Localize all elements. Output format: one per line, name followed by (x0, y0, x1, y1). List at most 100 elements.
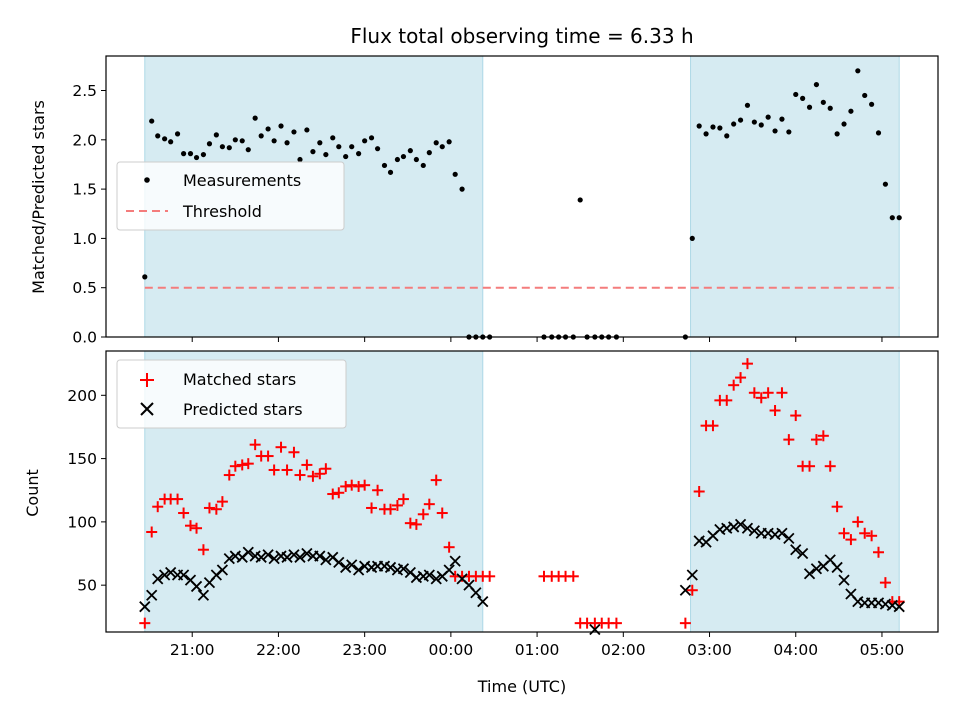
predicted-star-point (190, 580, 203, 593)
matched-star-point (817, 430, 829, 442)
ratio-y-axis-label: Matched/Predicted stars (29, 100, 48, 294)
predicted-star-point (352, 564, 365, 576)
matched-star-point (866, 530, 878, 542)
measurement-point (751, 119, 757, 125)
matched-star-point (333, 487, 345, 499)
y-tick-label: 1.0 (72, 230, 97, 248)
ratio-legend: Measurements Threshold (116, 161, 345, 231)
matched-star-point (735, 372, 747, 384)
measurement-point (758, 122, 764, 128)
matched-star-point (152, 501, 164, 513)
measurement-point (168, 139, 174, 145)
y-tick-label: 50 (77, 577, 97, 595)
counts-x-ticks: 21:00 22:00 23:00 00:00 01:00 02:00 03:00 04:00… (170, 632, 904, 659)
predicted-star-point (268, 552, 280, 565)
predicted-star-point (803, 568, 816, 580)
measurement-point (896, 215, 902, 221)
measurement-point (265, 126, 271, 132)
matched-star-point (741, 358, 753, 370)
matched-star-point (686, 584, 698, 596)
predicted-star-point (831, 561, 843, 574)
matched-star-point (776, 387, 788, 399)
matched-star-point (146, 526, 158, 538)
measurement-point (862, 92, 868, 99)
predicted-star-point (783, 532, 795, 544)
predicted-star-point (158, 569, 171, 581)
matched-star-point (810, 434, 822, 446)
measurement-point (841, 121, 847, 127)
measurement-point (459, 186, 465, 192)
matched-star-point (769, 404, 781, 416)
measurement-point (323, 151, 329, 158)
matched-star-point (755, 392, 767, 404)
x-tick-label: 03:00 (687, 641, 732, 659)
measurement-point (278, 123, 284, 129)
matched-star-point (288, 446, 300, 458)
measurement-point (284, 140, 290, 146)
predicted-star-point (262, 549, 274, 561)
predicted-star-point (449, 555, 461, 567)
predicted-star-point (152, 573, 164, 585)
matched-star-point (845, 534, 857, 546)
matched-star-point (139, 617, 151, 629)
matched-star-point (728, 379, 740, 391)
predicted-star-point (320, 554, 332, 566)
matched-star-point (203, 502, 215, 514)
measurement-point (304, 127, 310, 133)
matched-star-point (372, 484, 384, 496)
y-tick-label: 100 (67, 513, 97, 531)
predicted-star-point (340, 561, 352, 574)
measurement-point (200, 151, 207, 158)
matched-star-point (236, 459, 248, 471)
measurement-point (882, 181, 889, 187)
matched-star-point (707, 420, 719, 432)
matched-star-point (281, 464, 293, 476)
matched-star-point (436, 507, 448, 519)
matched-star-point (359, 479, 371, 491)
measurement-point (245, 147, 251, 153)
measurement-point (400, 153, 407, 160)
matched-star-point (443, 541, 455, 553)
measurement-point (356, 151, 362, 157)
measurement-point (206, 141, 213, 147)
matched-star-point (762, 387, 774, 399)
matched-star-point (790, 410, 802, 422)
predicted-star-point (242, 546, 254, 558)
matched-star-point (320, 463, 332, 475)
matched-star-point (184, 520, 196, 532)
ratio-x-ticks (191, 337, 883, 342)
legend-measurements-marker (144, 177, 150, 183)
measurement-point (779, 116, 785, 122)
measurement-point (381, 162, 388, 169)
measurement-point (703, 131, 709, 137)
measurement-point (362, 138, 368, 144)
matched-star-point (191, 522, 203, 534)
predicted-star-point (288, 549, 300, 561)
matched-star-point (838, 527, 850, 539)
predicted-star-point (679, 584, 692, 596)
measurement-point (724, 133, 730, 139)
x-tick-label: 21:00 (170, 641, 215, 659)
measurement-point (330, 135, 336, 141)
predicted-star-point (443, 564, 455, 576)
measurement-point (180, 151, 187, 157)
measurement-point (258, 133, 264, 139)
measurement-point (744, 102, 751, 108)
y-tick-label: 200 (67, 387, 97, 405)
legend-matched-label: Matched stars (183, 370, 296, 389)
measurement-point (731, 121, 737, 127)
measurement-point (834, 131, 840, 137)
matched-star-point (314, 468, 326, 480)
measurement-point (155, 133, 161, 139)
predicted-star-point (728, 521, 740, 533)
measurement-point (855, 68, 861, 74)
measurement-point (772, 128, 778, 134)
matched-star-point (484, 570, 496, 582)
x-axis-label: Time (UTC) (477, 677, 566, 696)
measurement-point (800, 95, 806, 101)
predicted-star-point (197, 589, 210, 601)
matched-star-point (783, 434, 795, 446)
matched-star-point (229, 460, 241, 472)
ratio-legend-box (116, 161, 345, 231)
